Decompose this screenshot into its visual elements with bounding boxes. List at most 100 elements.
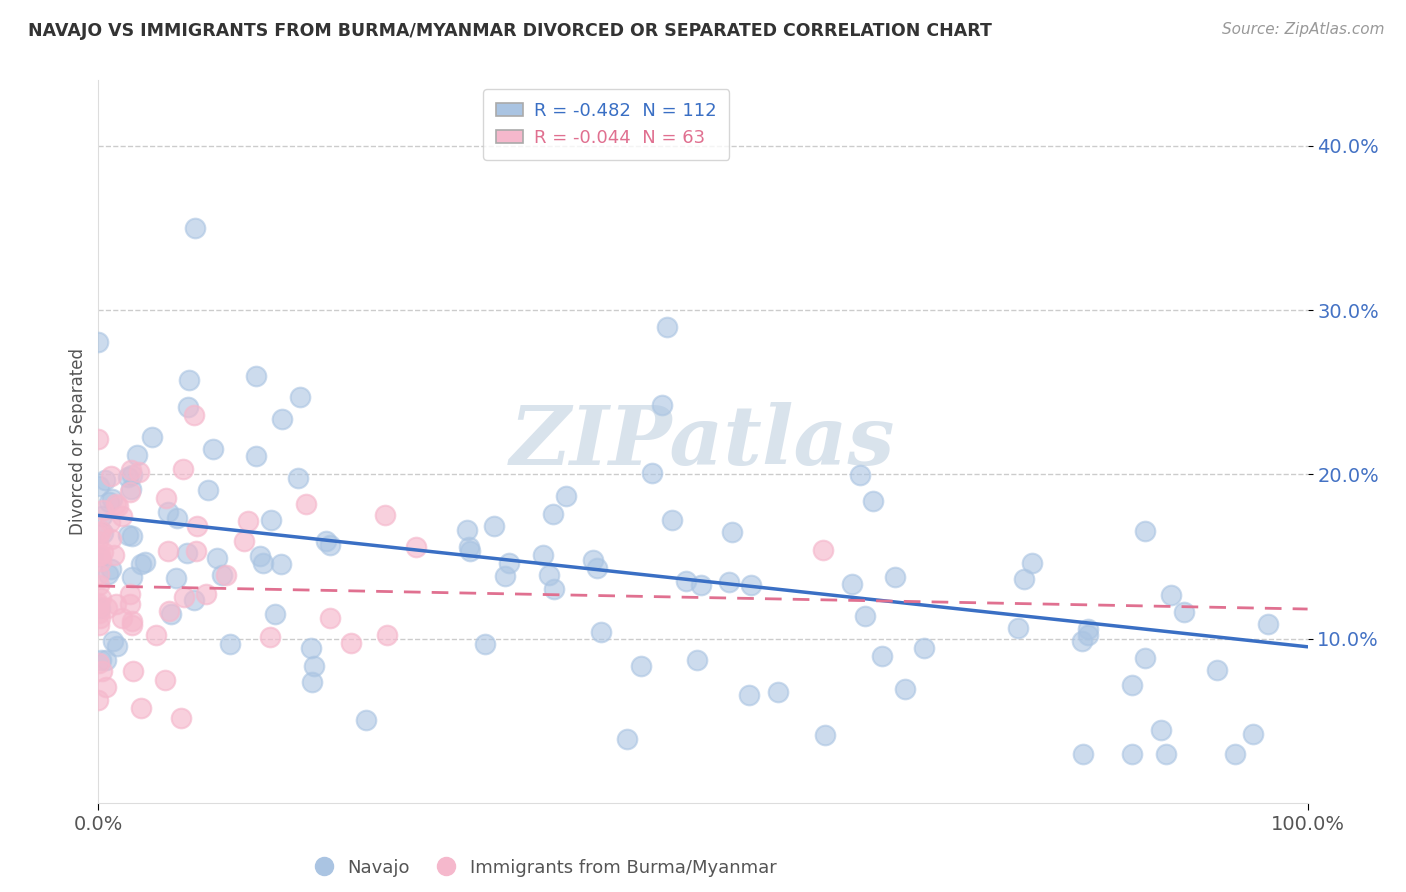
Point [120,463,142,477]
Point [541,507,564,521]
Point [90,554,112,568]
Point [91,665,114,679]
Point [211,568,233,582]
Point [202,442,225,456]
Point [120,483,142,497]
Point [120,597,142,611]
Point [170,710,193,724]
Point [93,473,115,487]
Point [1021,557,1043,571]
Point [862,494,884,508]
Point [1257,617,1279,632]
Point [91,502,114,516]
Point [134,556,156,570]
Point [186,519,208,533]
Point [299,640,322,655]
Point [87,566,110,581]
Point [87,693,110,707]
Point [89,526,111,541]
Point [1077,628,1099,642]
Point [457,540,479,554]
Point [121,614,143,628]
Point [498,556,520,570]
Point [197,483,219,497]
Point [456,523,478,537]
Point [179,373,201,387]
Point [96,601,118,615]
Point [166,511,188,525]
Point [651,399,673,413]
Point [89,610,111,624]
Point [894,681,917,696]
Text: Source: ZipAtlas.com: Source: ZipAtlas.com [1222,22,1385,37]
Text: NAVAJO VS IMMIGRANTS FROM BURMA/MYANMAR DIVORCED OR SEPARATED CORRELATION CHART: NAVAJO VS IMMIGRANTS FROM BURMA/MYANMAR … [28,22,993,40]
Point [89,601,111,615]
Point [375,628,398,642]
Point [100,532,122,546]
Point [1133,651,1156,665]
Point [121,570,143,584]
Point [661,513,683,527]
Point [97,566,120,581]
Point [690,578,713,592]
Point [96,653,118,667]
Point [1241,727,1264,741]
Point [849,467,872,482]
Point [870,649,893,664]
Point [117,528,139,542]
Point [1160,588,1182,602]
Point [586,561,609,575]
Point [301,675,323,690]
Point [287,471,309,485]
Point [145,627,167,641]
Point [740,578,762,592]
Point [1077,622,1099,636]
Point [319,611,342,625]
Point [176,546,198,560]
Point [720,525,742,540]
Legend: Navajo, Immigrants from Burma/Myanmar: Navajo, Immigrants from Burma/Myanmar [308,852,783,884]
Point [675,574,697,589]
Point [101,634,124,648]
Point [87,548,110,562]
Point [90,524,112,539]
Point [1012,572,1035,586]
Point [87,657,110,671]
Point [183,593,205,607]
Point [249,549,271,563]
Point [263,607,285,621]
Point [155,673,177,688]
Point [159,607,181,621]
Point [616,731,638,746]
Point [90,591,112,606]
Point [319,538,342,552]
Point [183,408,205,422]
Point [1121,747,1143,761]
Point [121,468,143,483]
Point [717,575,740,590]
Point [233,533,256,548]
Point [156,505,179,519]
Point [315,533,337,548]
Point [87,432,110,446]
Point [1150,723,1173,738]
Point [118,587,141,601]
Point [100,469,122,483]
Point [157,604,180,618]
Point [141,430,163,444]
Point [173,590,195,604]
Point [340,636,363,650]
Point [884,570,907,584]
Point [105,497,128,511]
Point [129,701,152,715]
Point [87,334,110,349]
Point [87,618,110,632]
Point [1121,678,1143,692]
Point [354,713,377,727]
Point [215,568,238,582]
Point [98,515,121,529]
Point [107,499,129,513]
Point [685,653,707,667]
Point [91,545,114,559]
Point [841,576,863,591]
